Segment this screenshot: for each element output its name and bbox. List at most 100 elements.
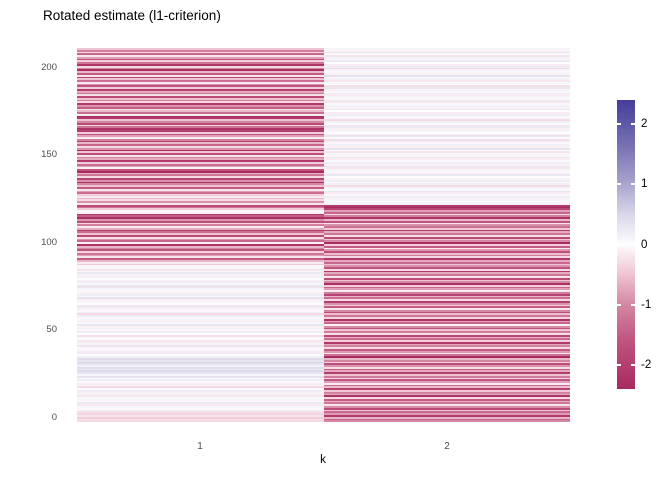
heatmap-cell — [77, 352, 324, 355]
heatmap-cell — [323, 158, 570, 161]
heatmap-cell — [323, 256, 570, 259]
heatmap-cell — [77, 363, 324, 366]
heatmap-cell — [77, 318, 324, 321]
heatmap-cell — [323, 293, 570, 296]
heatmap-cell — [323, 122, 570, 125]
colorbar-tick-mark — [617, 363, 621, 366]
heatmap-cell — [77, 386, 324, 389]
heatmap-cell — [323, 87, 570, 89]
heatmap-cell — [77, 304, 324, 307]
heatmap-cell — [323, 195, 570, 198]
heatmap-cell — [77, 151, 324, 154]
heatmap-cell — [323, 154, 570, 157]
heatmap-cell — [77, 210, 324, 212]
heatmap-cell — [77, 368, 324, 371]
heatmap-cell — [323, 386, 570, 389]
heatmap-cell — [323, 56, 570, 59]
heatmap-cell — [77, 224, 324, 227]
heatmap-cell — [77, 215, 324, 218]
heatmap-cell — [323, 290, 570, 293]
heatmap-cell — [77, 397, 324, 399]
heatmap-cell — [77, 261, 324, 264]
colorbar-tick-mark — [631, 363, 635, 366]
heatmap-cell — [77, 359, 324, 362]
heatmap-cell — [77, 420, 324, 423]
heatmap-cell — [77, 78, 324, 81]
heatmap-cell — [77, 197, 324, 200]
heatmap-cell — [77, 340, 324, 342]
heatmap-cell — [77, 64, 324, 66]
heatmap-cell — [77, 71, 324, 73]
heatmap-cell — [323, 160, 570, 162]
heatmap-cell — [323, 236, 570, 239]
heatmap-cell — [77, 343, 324, 346]
heatmap-cell — [77, 226, 324, 228]
heatmap-cell — [323, 65, 570, 68]
heatmap-cell — [323, 247, 570, 250]
y-axis-tick-50: 50 — [46, 324, 57, 335]
heatmap-cell — [323, 418, 570, 421]
heatmap-cell — [77, 414, 324, 417]
heatmap-cell — [77, 131, 324, 134]
heatmap-cell — [77, 124, 324, 127]
heatmap-cell — [77, 178, 324, 180]
heatmap-cell — [77, 162, 324, 164]
heatmap-cell — [77, 292, 324, 294]
heatmap-cell — [323, 149, 570, 152]
heatmap-cell — [323, 242, 570, 244]
heatmap-cell — [323, 272, 570, 275]
heatmap-cell — [77, 69, 324, 72]
chart-title: Rotated estimate (l1-criterion) — [43, 8, 221, 23]
heatmap-cell — [323, 318, 570, 321]
colorbar-tick-mark — [631, 243, 635, 246]
heatmap-cell — [77, 402, 324, 405]
heatmap-cell — [77, 338, 324, 341]
heatmap-cell — [77, 49, 324, 52]
heatmap-cell — [323, 382, 570, 385]
heatmap-cell — [323, 128, 570, 130]
heatmap-cell — [77, 211, 324, 214]
heatmap-cell — [77, 407, 324, 410]
heatmap-cell — [77, 231, 324, 234]
colorbar-tick-mark — [631, 303, 635, 306]
heatmap-cell — [77, 281, 324, 284]
heatmap-cell — [323, 105, 570, 107]
heatmap-cell — [77, 309, 324, 312]
heatmap-cell — [323, 416, 570, 419]
heatmap-cell — [77, 185, 324, 187]
heatmap-cell — [77, 283, 324, 285]
heatmap-cell — [323, 121, 570, 123]
heatmap-cell — [323, 222, 570, 225]
heatmap-cell — [323, 213, 570, 216]
heatmap-cell — [77, 411, 324, 414]
heatmap-cell — [323, 202, 570, 205]
heatmap-cell — [77, 333, 324, 335]
heatmap-cell — [323, 265, 570, 268]
heatmap-cell — [323, 274, 570, 276]
heatmap-cell — [77, 327, 324, 330]
y-axis-tick-0: 0 — [51, 412, 57, 423]
heatmap-cell — [77, 172, 324, 175]
heatmap-cell — [323, 227, 570, 230]
heatmap-cell — [323, 113, 570, 116]
heatmap-cell — [323, 363, 570, 366]
heatmap-cell — [77, 51, 324, 54]
heatmap-cell — [323, 397, 570, 399]
heatmap-cell — [323, 94, 570, 97]
heatmap-cell — [323, 276, 570, 278]
heatmap-cell — [77, 384, 324, 387]
heatmap-cell — [77, 194, 324, 196]
heatmap-cell — [77, 222, 324, 225]
heatmap-cell — [323, 413, 570, 415]
heatmap-cell — [323, 124, 570, 127]
heatmap-cell — [77, 254, 324, 257]
x-axis-tick-1: 1 — [197, 441, 203, 452]
heatmap-column-k2 — [323, 48, 570, 423]
heatmap-cell — [323, 379, 570, 382]
heatmap-cell — [77, 94, 324, 97]
heatmap-cell — [77, 276, 324, 278]
heatmap-cell — [323, 309, 570, 312]
heatmap-cell — [323, 243, 570, 246]
heatmap-panel — [77, 48, 570, 423]
heatmap-cell — [323, 179, 570, 182]
